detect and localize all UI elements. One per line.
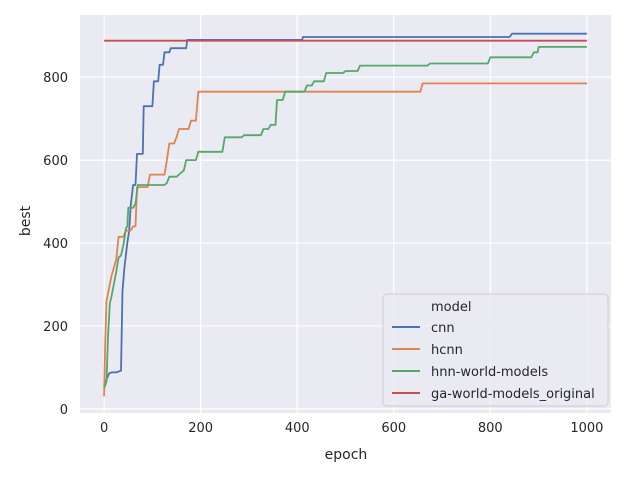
- x-axis-ticks: 0 200 400 600 800 1000: [100, 421, 603, 436]
- x-axis-label: epoch: [325, 447, 368, 463]
- y-tick-label: 200: [43, 320, 68, 335]
- x-tick-label: 400: [285, 421, 310, 436]
- y-axis-label: best: [18, 205, 34, 236]
- legend-title: model: [431, 300, 471, 315]
- y-tick-label: 0: [60, 403, 68, 418]
- series-lines: [103, 32, 587, 397]
- x-tick-label: 1000: [570, 421, 603, 436]
- legend-label-cnn: cnn: [431, 321, 455, 336]
- grid-lines: [80, 15, 611, 413]
- legend: model cnn hcnn hnn-world-models ga-world-mo…: [382, 293, 609, 407]
- legend-label-hcnn: hcnn: [431, 343, 463, 358]
- series-line-hcnn: [103, 82, 587, 397]
- legend-box: [382, 293, 609, 407]
- x-tick-label: 800: [478, 421, 503, 436]
- series-line-hnn-world-models: [103, 46, 587, 389]
- y-tick-label: 800: [43, 71, 68, 86]
- y-axis-ticks: 0 200 400 600 800: [43, 71, 68, 418]
- x-tick-label: 200: [188, 421, 213, 436]
- x-tick-label: 0: [100, 421, 108, 436]
- x-tick-label: 600: [381, 421, 406, 436]
- y-tick-label: 600: [43, 154, 68, 169]
- y-tick-label: 400: [43, 237, 68, 252]
- legend-label-hnn-world-models: hnn-world-models: [431, 365, 548, 380]
- legend-label-ga-world-models_original: ga-world-models_original: [431, 387, 595, 402]
